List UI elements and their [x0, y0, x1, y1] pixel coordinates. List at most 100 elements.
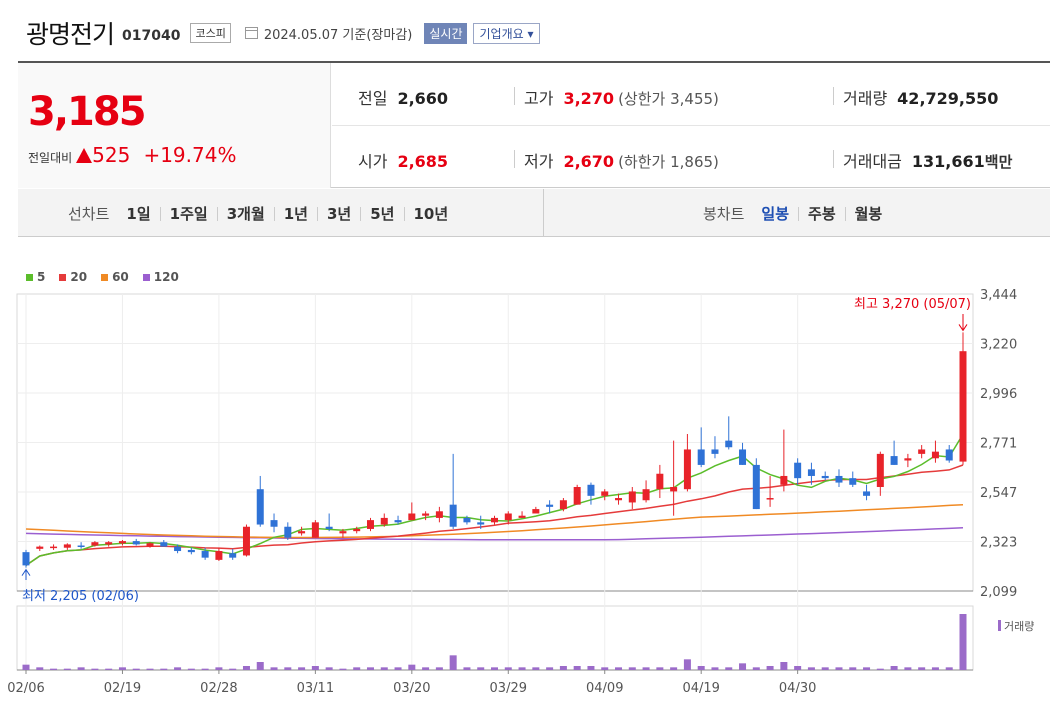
legend-swatch [142, 273, 150, 281]
high-label: 고가 [524, 89, 554, 108]
tab-daily[interactable]: 일봉 [761, 204, 790, 223]
candle-body [160, 542, 168, 547]
volume-bar [794, 666, 802, 670]
ma-legend: 5 20 60 120 [26, 270, 193, 284]
candle-body [725, 440, 733, 448]
volume-bar [683, 659, 691, 670]
y-tick-label: 3,220 [980, 338, 1017, 353]
legend-label: 5 [37, 270, 46, 284]
company-overview-dropdown[interactable]: 기업개요 ▾ [473, 22, 540, 44]
candle-body [876, 453, 884, 487]
candle-body [174, 546, 182, 552]
candle-body [325, 526, 333, 529]
volume-value: 42,729,550 [897, 89, 999, 108]
volume-bar [284, 667, 292, 670]
prev-close: 전일 2,660 [358, 85, 448, 109]
volume-bar [835, 667, 843, 670]
max-annotation: 최고 3,270 (05/07) [854, 297, 971, 312]
line-chart-tabs: 선차트 1일 1주일 3개월 1년 3년 5년 10년 [68, 203, 457, 224]
volume-bar [366, 667, 374, 670]
volume-bar [22, 664, 30, 670]
candle-body [380, 517, 388, 525]
volume-bar [339, 668, 347, 670]
y-tick-label: 2,771 [980, 437, 1017, 452]
tab-1w[interactable]: 1주일 [159, 206, 217, 221]
candle-body [918, 449, 926, 454]
tab-3m[interactable]: 3개월 [216, 206, 274, 221]
volume-bar [77, 667, 85, 670]
volume-bar [215, 667, 223, 670]
candle-body [532, 509, 540, 514]
candle-body [615, 498, 623, 501]
lower-limit: (하한가 1,865) [618, 153, 719, 171]
prev-label: 전일 [358, 89, 388, 108]
volume-bar [105, 668, 113, 670]
tab-weekly[interactable]: 주봉 [798, 206, 845, 221]
y-tick-label: 3,444 [980, 288, 1017, 303]
candle-body [394, 520, 402, 523]
legend-swatch [59, 273, 67, 281]
volume-bar [174, 667, 182, 670]
chart-period-tabs: 선차트 1일 1주일 3개월 1년 3년 5년 10년 봉차트 일봉 주봉 월봉 [18, 189, 1050, 237]
realtime-button[interactable]: 실시간 [424, 22, 468, 44]
volume-bar [573, 666, 581, 670]
cell-separator [514, 150, 515, 168]
upper-limit: (상한가 3,455) [618, 90, 719, 108]
volume-bar [601, 667, 609, 670]
amount-unit: 백만 [984, 153, 1013, 171]
volume-bar [890, 666, 898, 670]
line-chart-label: 선차트 [68, 205, 110, 223]
candle-body [573, 486, 581, 505]
x-tick-label: 04/19 [682, 681, 719, 696]
candle-body [739, 449, 747, 465]
volume-bar [256, 662, 264, 670]
tab-1d[interactable]: 1일 [126, 204, 151, 223]
tab-10y[interactable]: 10년 [403, 206, 458, 221]
volume-bar [380, 667, 388, 670]
volume-bar [91, 668, 99, 670]
volume-bar [945, 667, 953, 670]
legend-ma60: 60 [101, 270, 129, 284]
volume-bar [187, 668, 195, 670]
volume-bar [36, 667, 44, 670]
candle-body [63, 544, 71, 548]
volume-bar [959, 614, 967, 670]
low-value: 2,670 [563, 152, 615, 171]
candle-body [311, 522, 319, 538]
tab-monthly[interactable]: 월봉 [844, 206, 892, 221]
candle-chart-label: 봉차트 [703, 205, 745, 223]
volume-bar [766, 666, 774, 670]
tab-1y[interactable]: 1년 [273, 206, 317, 221]
candle-body [821, 475, 829, 479]
volume-label: 거래량 [843, 89, 888, 108]
volume-cell: 거래량 42,729,550 [843, 85, 998, 109]
price-panel: 3,185 전일대비 525 +19.74% [18, 63, 331, 188]
tab-5y[interactable]: 5년 [360, 206, 403, 221]
min-annotation: 최저 2,205 (02/06) [22, 589, 139, 604]
candle-body [711, 449, 719, 454]
candle-body [36, 546, 44, 549]
volume-bar [780, 662, 788, 670]
tab-3y[interactable]: 3년 [317, 206, 360, 221]
candle-body [642, 489, 650, 501]
legend-label: 20 [70, 270, 88, 284]
legend-ma5: 5 [26, 270, 45, 284]
candlestick-chart: 3,444 3,220 2,996 2,771 2,547 2,323 2,099 02/06… [7, 288, 1034, 696]
x-tick-label: 02/19 [104, 681, 141, 696]
volume-bar [904, 667, 912, 670]
candle-body [601, 491, 609, 496]
legend-swatch [26, 273, 33, 281]
candle-body [559, 500, 567, 510]
volume-bar [807, 667, 815, 670]
candle-body [50, 546, 58, 549]
up-triangle-icon [76, 148, 93, 163]
open-price: 시가 2,685 [358, 148, 448, 172]
cell-separator [833, 150, 834, 168]
candle-body [22, 552, 30, 566]
candle-body [408, 513, 416, 521]
amount-value: 131,661 [911, 152, 985, 171]
candle-body [518, 515, 526, 518]
candle-body [780, 475, 788, 485]
x-tick-label: 03/11 [297, 681, 334, 696]
candle-body [91, 542, 99, 546]
